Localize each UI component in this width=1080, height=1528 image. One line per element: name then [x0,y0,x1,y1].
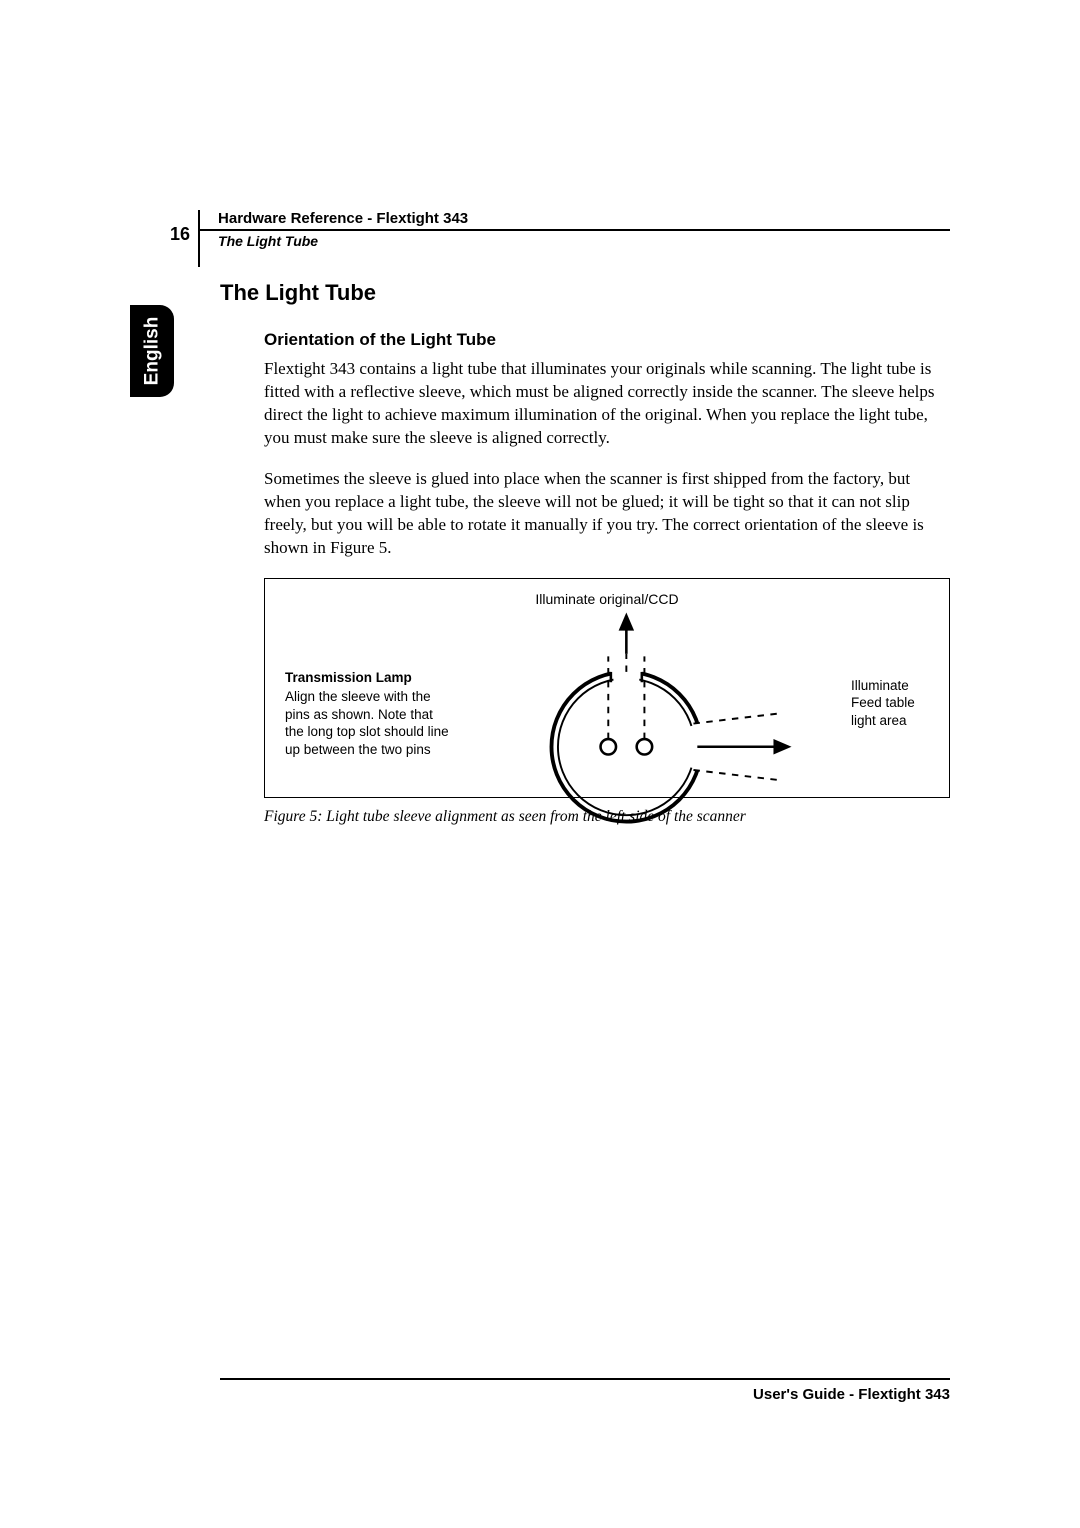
paragraph-1: Flextight 343 contains a light tube that… [264,358,950,450]
page-number: 16 [170,224,190,249]
subsection-title: Orientation of the Light Tube [264,330,950,350]
paragraph-2: Sometimes the sleeve is glued into place… [264,468,950,560]
figure-left-text: Align the sleeve with the pins as shown.… [285,688,455,758]
header-block: Hardware Reference - Flextight 343 The L… [198,210,950,249]
header-vertical-rule [198,210,200,267]
header-subtitle: The Light Tube [198,231,950,249]
figure-box: Illuminate original/CCD [264,578,950,798]
section-title: The Light Tube [220,280,950,306]
header-title: Hardware Reference - Flextight 343 [198,210,950,231]
language-tab-label: English [141,317,163,386]
figure-left-title: Transmission Lamp [285,669,455,687]
figure-right-block: Illuminate Feed table light area [851,677,931,730]
language-tab: English [130,305,174,397]
content-area: The Light Tube Orientation of the Light … [220,280,950,826]
figure-left-block: Transmission Lamp Align the sleeve with … [285,669,455,759]
page-footer: User's Guide - Flextight 343 [220,1378,950,1403]
page: 16 Hardware Reference - Flextight 343 Th… [0,0,1080,1528]
subsection: Orientation of the Light Tube Flextight … [220,330,950,826]
page-header: 16 Hardware Reference - Flextight 343 Th… [170,210,950,249]
